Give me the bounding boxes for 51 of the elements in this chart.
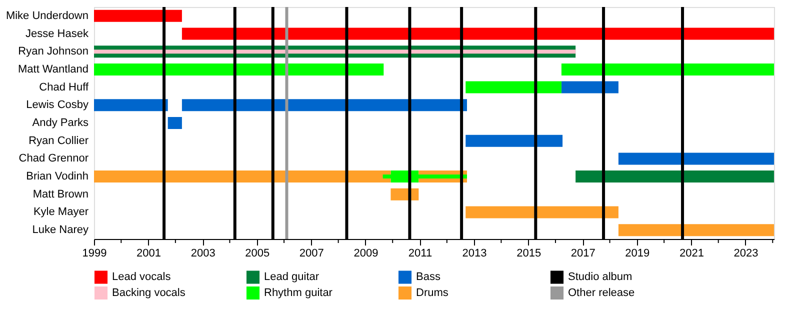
bar <box>618 152 774 165</box>
bar <box>466 81 562 94</box>
bar <box>94 50 576 54</box>
x-tick-label: 2001 <box>136 248 162 260</box>
bar <box>466 134 563 147</box>
x-tick-label: 2021 <box>679 248 704 260</box>
legend-label: Rhythm guitar <box>264 287 333 299</box>
bar <box>94 99 168 112</box>
bar <box>94 63 384 76</box>
bar <box>168 117 182 129</box>
y-tick-label: Brian Vodinh <box>26 170 88 183</box>
legend-label: Bass <box>416 271 441 284</box>
legend-label: Studio album <box>568 271 632 284</box>
x-tick-label: 2019 <box>625 248 650 260</box>
x-tick-label: 2003 <box>190 248 216 260</box>
y-tick-label: Matt Brown <box>32 188 88 200</box>
y-tick-label: Ryan Johnson <box>18 46 88 58</box>
x-tick-label: 2005 <box>245 248 270 260</box>
y-tick-label: Mike Underdown <box>6 10 88 22</box>
y-tick-label: Chad Grennor <box>18 152 89 165</box>
y-tick-label: Matt Wantland <box>18 63 88 76</box>
x-tick-label: 2015 <box>516 248 542 260</box>
legend-label: Backing vocals <box>112 287 186 299</box>
legend-label: Other release <box>568 287 635 299</box>
y-tick-label: Lewis Cosby <box>26 99 89 112</box>
legend-label: Lead guitar <box>264 271 320 284</box>
x-tick-label: 2013 <box>462 248 487 260</box>
legend-label: Drums <box>416 287 449 299</box>
bar <box>618 224 774 236</box>
bar <box>182 99 467 112</box>
y-tick-label: Chad Huff <box>39 81 90 94</box>
y-tick-label: Jesse Hasek <box>26 28 89 40</box>
x-tick-label: 1999 <box>82 248 107 260</box>
x-tick-label: 2009 <box>354 248 378 260</box>
bar <box>576 170 774 183</box>
bar <box>466 206 618 218</box>
bar <box>94 10 182 22</box>
bar <box>182 28 774 40</box>
bar <box>561 81 618 94</box>
bar <box>561 63 774 76</box>
x-tick-label: 2017 <box>570 248 596 260</box>
bar <box>94 170 391 183</box>
legend-label: Lead vocals <box>112 271 172 284</box>
x-tick-label: 2023 <box>734 248 758 260</box>
y-tick-label: Luke Narey <box>32 224 89 236</box>
y-tick-label: Kyle Mayer <box>33 206 89 218</box>
x-tick-label: 2011 <box>408 248 432 260</box>
y-tick-label: Ryan Collier <box>28 134 89 147</box>
x-tick-label: 2007 <box>299 248 324 260</box>
bar <box>382 174 467 179</box>
y-tick-label: Andy Parks <box>32 117 89 129</box>
